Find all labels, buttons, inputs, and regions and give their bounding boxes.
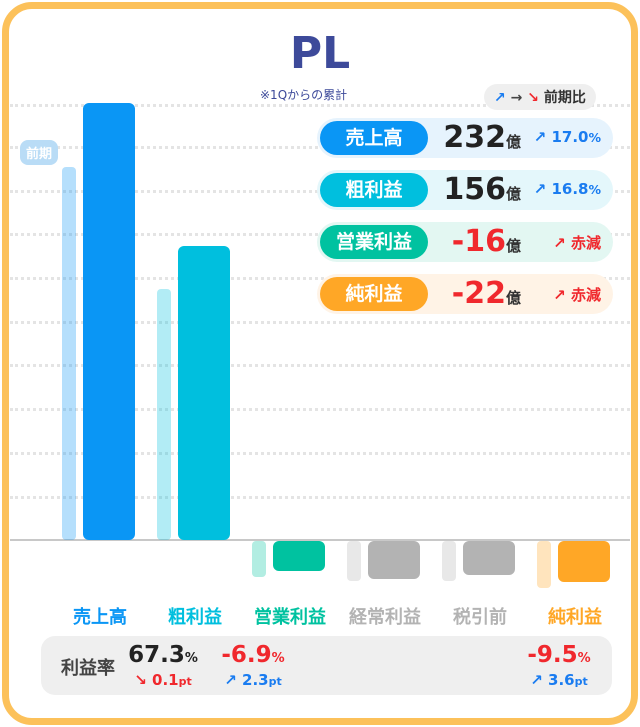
prev-period-tag: 前期 <box>20 140 59 165</box>
margin-panel: 利益率 67.3% ↘ 0.1pt -6.9% ↗ 2.3pt -9.5% ↗ 3.… <box>41 636 612 695</box>
category-label: 税引前 <box>453 607 507 628</box>
trend-arrow-icon: ↗ <box>530 671 543 689</box>
summary-label: 粗利益 <box>320 173 428 207</box>
down-arrow-icon: ↘ <box>527 90 539 106</box>
margin-value: -6.9% <box>221 642 285 668</box>
gridline <box>10 364 630 367</box>
summary-row: 純利益 -22億 ↗ 赤減 <box>317 274 613 314</box>
summary-change: ↗ 16.8% <box>533 180 601 198</box>
summary-value: 232億 <box>443 120 521 155</box>
current-bar <box>273 541 325 572</box>
margin-value: -9.5% <box>527 642 591 668</box>
gridline <box>10 452 630 455</box>
summary-label: 売上高 <box>320 121 428 155</box>
current-bar <box>83 102 135 540</box>
summary-change: ↗ 17.0% <box>533 128 601 146</box>
margin-value: 67.3% <box>128 642 198 668</box>
current-bar <box>463 541 515 575</box>
gridline <box>10 104 630 107</box>
summary-value: -16億 <box>451 224 521 259</box>
margin-change: ↗ 2.3pt <box>224 671 282 689</box>
current-bar <box>368 541 420 579</box>
prev-bar <box>157 289 171 540</box>
gridline <box>10 496 630 499</box>
trend-arrow-icon: ↗ <box>553 234 566 252</box>
trend-arrow-icon: ↗ <box>224 671 237 689</box>
category-label: 純利益 <box>548 607 602 628</box>
gridline <box>10 277 630 280</box>
summary-value: 156億 <box>443 172 521 207</box>
summary-label: 営業利益 <box>320 225 428 259</box>
right-arrow-icon: → <box>510 90 523 106</box>
prev-bar <box>252 541 266 577</box>
baseline <box>10 539 630 541</box>
legend: ↗ → ↘ 前期比 <box>484 84 596 110</box>
legend-label: 前期比 <box>543 90 586 106</box>
margin-change: ↘ 0.1pt <box>134 671 192 689</box>
summary-row: 営業利益 -16億 ↗ 赤減 <box>317 222 613 262</box>
summary-row: 売上高 232億 ↗ 17.0% <box>317 118 613 158</box>
summary-change: ↗ 赤減 <box>553 234 601 252</box>
trend-arrow-icon: ↗ <box>533 128 547 146</box>
summary-row: 粗利益 156億 ↗ 16.8% <box>317 170 613 210</box>
prev-bar <box>62 166 76 540</box>
margin-change: ↗ 3.6pt <box>530 671 588 689</box>
category-label: 営業利益 <box>254 607 326 628</box>
up-arrow-icon: ↗ <box>494 90 506 106</box>
category-label: 経常利益 <box>349 607 421 628</box>
current-bar <box>558 541 610 583</box>
prev-bar <box>347 541 361 581</box>
trend-arrow-icon: ↗ <box>533 180 547 198</box>
trend-arrow-icon: ↗ <box>553 286 566 304</box>
gridline <box>10 321 630 324</box>
current-bar <box>178 245 230 540</box>
trend-arrow-icon: ↘ <box>134 671 147 689</box>
category-label: 売上高 <box>73 607 127 628</box>
summary-value: -22億 <box>451 276 521 311</box>
gridline <box>10 408 630 411</box>
chart-subtitle: ※1Qからの累計 <box>260 88 348 102</box>
chart-title: PL <box>289 28 351 79</box>
prev-bar <box>537 541 551 589</box>
category-label: 粗利益 <box>168 607 222 628</box>
summary-change: ↗ 赤減 <box>553 286 601 304</box>
summary-label: 純利益 <box>320 277 428 311</box>
prev-bar <box>442 541 456 581</box>
margin-label: 利益率 <box>61 658 115 679</box>
